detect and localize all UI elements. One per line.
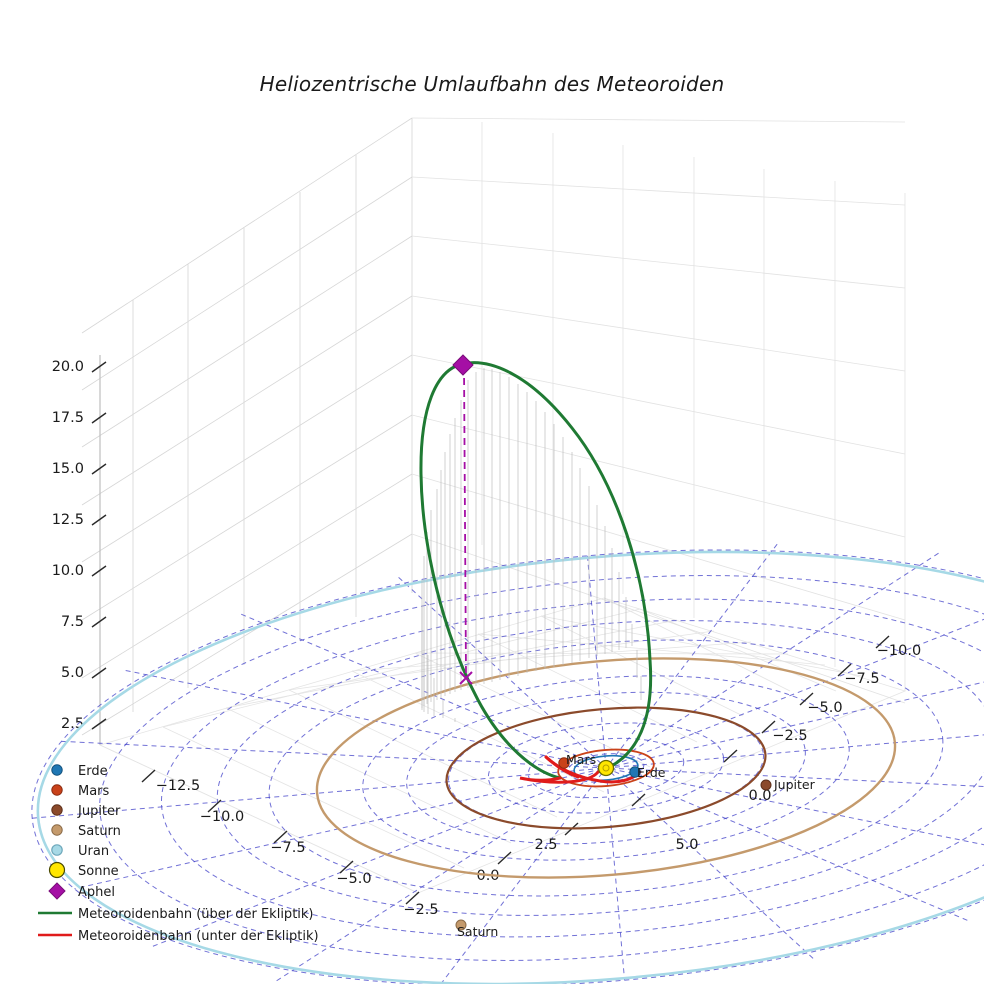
planet-orbits xyxy=(36,550,984,984)
z-tick-label: 5.0 xyxy=(61,665,84,681)
legend-label-jupiter: Jupiter xyxy=(77,804,121,819)
orbit-mars xyxy=(557,748,655,788)
sun-marker xyxy=(597,759,615,777)
mars-marker xyxy=(558,757,570,769)
legend-label-sonne: Sonne xyxy=(78,864,119,879)
back-wall-left xyxy=(81,117,413,736)
legend-item-orbit-below[interactable]: Meteoroidenbahn (unter der Ekliptik) xyxy=(38,929,319,944)
chart-title: Heliozentrische Umlaufbahn des Meteoroid… xyxy=(259,72,725,96)
legend-label-orbit-below: Meteoroidenbahn (unter der Ekliptik) xyxy=(78,929,319,944)
legend-label-orbit-above: Meteoroidenbahn (über der Ekliptik) xyxy=(78,907,314,922)
legend-label-uran: Uran xyxy=(78,844,109,859)
earth-label: Erde xyxy=(637,765,666,780)
floor-grid xyxy=(98,597,907,894)
z-tick-label: 20.0 xyxy=(52,359,84,375)
legend-marker-jupiter xyxy=(51,804,63,816)
z-tick-label: 7.5 xyxy=(61,614,84,630)
y-axis: −10.0 −7.5 −5.0 −2.5 0.0 xyxy=(723,635,921,804)
legend-item-mars[interactable]: Mars xyxy=(51,784,110,799)
orbit-saturn xyxy=(315,657,897,879)
legend-item-uran[interactable]: Uran xyxy=(51,844,109,859)
y-tick-label: −2.5 xyxy=(772,728,807,744)
orbit-uranus xyxy=(36,550,984,984)
jupiter-marker xyxy=(760,779,772,791)
legend-item-aphel[interactable]: Aphel xyxy=(48,882,115,900)
orbit-jupiter xyxy=(445,706,767,830)
orbit-earth xyxy=(573,754,639,782)
orbit-dropline-stems xyxy=(421,368,642,722)
y-tick-label: −10.0 xyxy=(877,643,921,659)
jupiter-label: Jupiter xyxy=(773,777,816,792)
mars-label: Mars xyxy=(566,752,596,767)
legend-label-erde: Erde xyxy=(78,764,108,779)
earth-marker xyxy=(629,766,641,778)
legend-item-erde[interactable]: Erde xyxy=(51,764,108,779)
aphelion-projection-line xyxy=(463,365,467,677)
x-tick-label: −7.5 xyxy=(270,840,305,856)
x-tick-label: 2.5 xyxy=(534,837,557,853)
legend-label-mars: Mars xyxy=(78,784,110,799)
earth-marker-group: Erde xyxy=(629,765,666,780)
legend-marker-sonne xyxy=(48,861,66,879)
y-tick-label: −5.0 xyxy=(807,700,842,716)
legend: Erde Mars Jupiter Saturn Uran xyxy=(38,764,319,944)
x-tick-label: −5.0 xyxy=(336,871,371,887)
z-tick-label: 12.5 xyxy=(52,512,84,528)
x-axis: −12.5 −10.0 −7.5 −5.0 −2.5 0.0 2.5 5.0 xyxy=(141,769,699,918)
z-tick-label: 15.0 xyxy=(52,461,84,477)
legend-item-saturn[interactable]: Saturn xyxy=(51,824,121,839)
meteoroid-orbit-below-ecliptic-lead xyxy=(544,755,580,779)
saturn-marker-group: Saturn xyxy=(455,919,498,939)
legend-marker-erde xyxy=(51,764,63,776)
jupiter-marker-group: Jupiter xyxy=(760,777,816,792)
z-axis: 20.0 17.5 15.0 12.5 10.0 7.5 5.0 2.5 xyxy=(52,355,107,745)
x-tick-label: −12.5 xyxy=(156,778,200,794)
legend-label-saturn: Saturn xyxy=(78,824,121,839)
legend-label-aphel: Aphel xyxy=(78,885,115,900)
x-tick-label: 5.0 xyxy=(675,837,698,853)
z-tick-label: 10.0 xyxy=(52,563,84,579)
saturn-label: Saturn xyxy=(457,924,498,939)
x-tick-label: −2.5 xyxy=(403,902,438,918)
y-tick-label: −7.5 xyxy=(844,671,879,687)
legend-item-orbit-above[interactable]: Meteoroidenbahn (über der Ekliptik) xyxy=(38,907,314,922)
legend-item-sonne[interactable]: Sonne xyxy=(48,861,119,880)
aphelion-projection-x-marker xyxy=(459,671,473,685)
legend-marker-saturn xyxy=(51,824,63,836)
z-tick-label: 17.5 xyxy=(52,410,84,426)
legend-marker-aphel xyxy=(48,882,66,900)
saturn-marker xyxy=(455,919,467,931)
legend-item-jupiter[interactable]: Jupiter xyxy=(51,804,121,819)
x-tick-label: −10.0 xyxy=(200,809,244,825)
legend-marker-uran xyxy=(51,844,63,856)
y-tick-label: 0.0 xyxy=(748,788,771,804)
aphelion-group xyxy=(452,354,474,685)
aphelion-diamond-marker xyxy=(452,354,474,376)
legend-marker-mars xyxy=(51,784,63,796)
mars-marker-group: Mars xyxy=(558,752,596,769)
